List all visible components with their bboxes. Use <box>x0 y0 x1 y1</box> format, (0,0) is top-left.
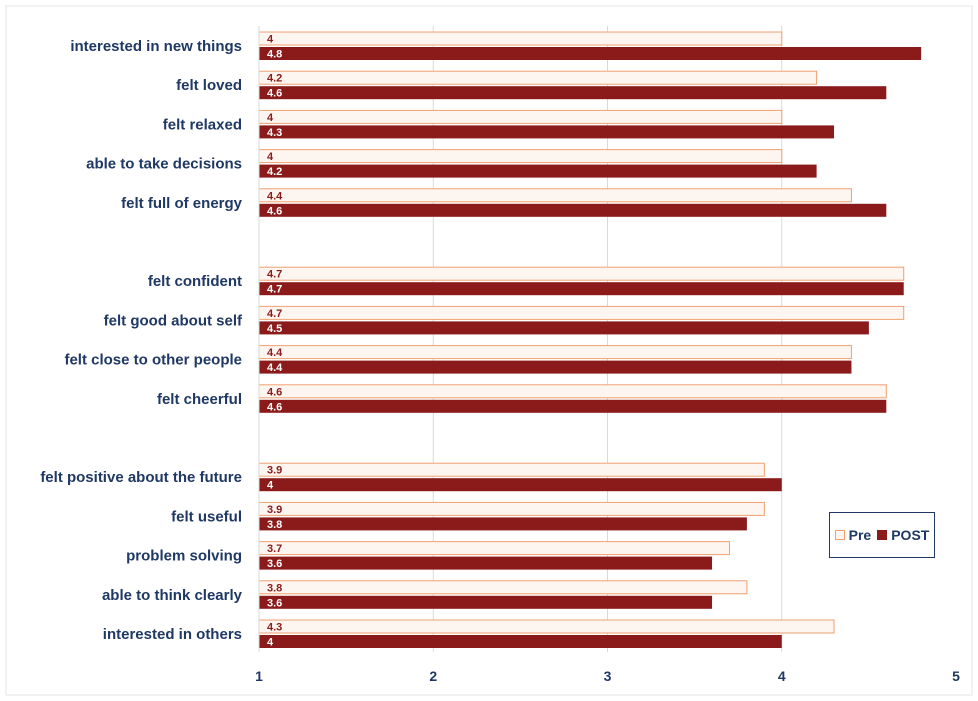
data-label-post: 3.8 <box>267 519 282 531</box>
category-label: problem solving <box>126 548 242 565</box>
category-label: felt close to other people <box>64 352 242 369</box>
bar-post <box>259 556 713 570</box>
data-label-pre: 4.7 <box>267 269 282 281</box>
data-label-pre: 4.7 <box>267 308 282 320</box>
bar-pre <box>258 149 783 164</box>
data-label-post: 4.2 <box>267 166 282 178</box>
bar-post <box>259 203 887 217</box>
data-label-pre: 3.9 <box>267 504 282 516</box>
data-label-pre: 3.8 <box>267 582 282 594</box>
bar-pre <box>258 266 905 281</box>
category-label: interested in new things <box>70 38 242 55</box>
bar-post <box>259 595 713 609</box>
data-label-pre: 4.6 <box>267 386 282 398</box>
category-label: able to think clearly <box>102 587 243 604</box>
category-label: able to take decisions <box>86 156 242 173</box>
legend-label-pre: Pre <box>848 527 872 543</box>
data-label-pre: 4.4 <box>267 190 283 202</box>
bar-post <box>259 478 782 492</box>
data-label-post: 4.4 <box>267 362 283 374</box>
bar-post <box>259 86 887 100</box>
bar-post <box>259 125 835 139</box>
category-label: felt useful <box>171 508 242 525</box>
data-label-post: 4.6 <box>267 401 282 413</box>
x-tick-label: 3 <box>604 668 612 684</box>
category-label: felt full of energy <box>121 195 243 212</box>
bar-pre <box>258 501 765 516</box>
data-label-pre: 4 <box>267 112 274 124</box>
data-label-post: 3.6 <box>267 597 282 609</box>
x-tick-label: 5 <box>952 668 960 684</box>
data-label-pre: 4 <box>267 34 274 46</box>
legend-item-pre: Pre <box>834 527 872 543</box>
bar-pre <box>258 462 765 477</box>
data-label-post: 4 <box>267 637 274 649</box>
bar-pre <box>258 109 783 124</box>
x-tick-label: 2 <box>429 668 437 684</box>
data-label-post: 4.8 <box>267 49 282 61</box>
legend-label-post: POST <box>891 527 930 543</box>
bar-pre <box>258 305 905 320</box>
bar-post <box>259 635 782 648</box>
data-label-post: 4.3 <box>267 127 282 139</box>
bar-pre <box>258 580 748 595</box>
bar-post <box>259 47 922 60</box>
data-label-pre: 4.4 <box>267 347 283 359</box>
data-label-pre: 4 <box>267 151 274 163</box>
data-label-post: 3.6 <box>267 558 282 570</box>
data-label-pre: 4.3 <box>267 622 282 634</box>
category-label: felt good about self <box>104 312 243 329</box>
data-label-post: 4 <box>267 480 274 492</box>
data-label-post: 4.6 <box>267 205 282 217</box>
bar-pre <box>258 70 818 85</box>
data-label-pre: 4.2 <box>267 73 282 85</box>
category-label: felt relaxed <box>163 116 242 133</box>
data-label-post: 4.6 <box>267 88 282 100</box>
bar-post <box>259 399 887 413</box>
bar-pre <box>258 188 852 203</box>
bar-post <box>259 517 747 531</box>
bar-pre <box>258 31 783 46</box>
legend-item-post: POST <box>877 527 929 543</box>
legend: Pre POST <box>829 512 935 558</box>
data-label-pre: 3.9 <box>267 465 282 477</box>
category-label: felt positive about the future <box>40 469 242 486</box>
bar-post <box>259 360 852 374</box>
data-label-pre: 3.7 <box>267 543 282 555</box>
category-label: felt loved <box>176 77 242 94</box>
data-label-post: 4.5 <box>267 323 282 335</box>
legend-swatch-post <box>877 530 888 540</box>
x-tick-label: 4 <box>778 668 786 684</box>
bar-post <box>259 282 904 296</box>
category-label: felt confident <box>148 273 242 290</box>
bar-pre <box>258 541 730 556</box>
bar-post <box>259 164 817 178</box>
x-tick-label: 1 <box>255 668 263 684</box>
data-label-post: 4.7 <box>267 284 282 296</box>
legend-swatch-pre <box>834 530 845 540</box>
category-label: felt cheerful <box>157 391 242 408</box>
category-label: interested in others <box>103 626 242 643</box>
bar-pre <box>258 384 887 399</box>
bar-pre <box>258 345 852 360</box>
bar-pre <box>258 619 835 634</box>
bar-post <box>259 321 869 335</box>
